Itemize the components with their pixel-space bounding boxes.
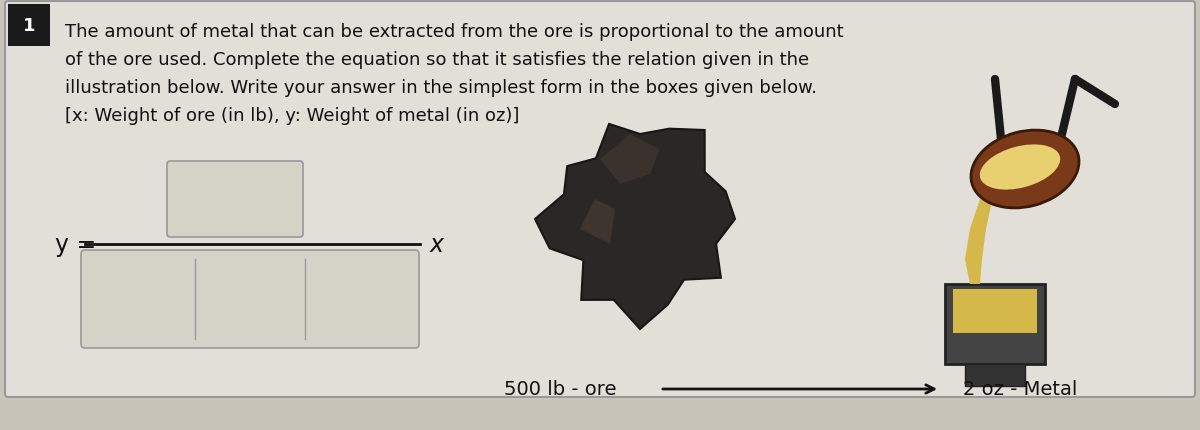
FancyBboxPatch shape — [946, 284, 1045, 364]
Polygon shape — [580, 200, 616, 244]
Text: [x: Weight of ore (in lb), y: Weight of metal (in oz)]: [x: Weight of ore (in lb), y: Weight of … — [65, 107, 520, 125]
FancyBboxPatch shape — [82, 250, 419, 348]
Polygon shape — [600, 135, 660, 184]
FancyBboxPatch shape — [8, 5, 50, 47]
Text: illustration below. Write your answer in the simplest form in the boxes given be: illustration below. Write your answer in… — [65, 79, 817, 97]
Text: 1: 1 — [23, 17, 35, 35]
Text: y =: y = — [55, 233, 96, 256]
FancyBboxPatch shape — [5, 2, 1195, 397]
Polygon shape — [965, 200, 992, 284]
Text: The amount of metal that can be extracted from the ore is proportional to the am: The amount of metal that can be extracte… — [65, 23, 844, 41]
FancyBboxPatch shape — [167, 162, 302, 237]
Ellipse shape — [971, 131, 1079, 209]
Text: x: x — [430, 233, 444, 256]
Text: 2 oz - Metal: 2 oz - Metal — [962, 380, 1078, 399]
Text: of the ore used. Complete the equation so that it satisfies the relation given i: of the ore used. Complete the equation s… — [65, 51, 809, 69]
Ellipse shape — [979, 145, 1061, 190]
FancyBboxPatch shape — [953, 289, 1037, 333]
Text: 500 lb - ore: 500 lb - ore — [504, 380, 617, 399]
Polygon shape — [535, 125, 734, 329]
FancyBboxPatch shape — [965, 364, 1025, 386]
